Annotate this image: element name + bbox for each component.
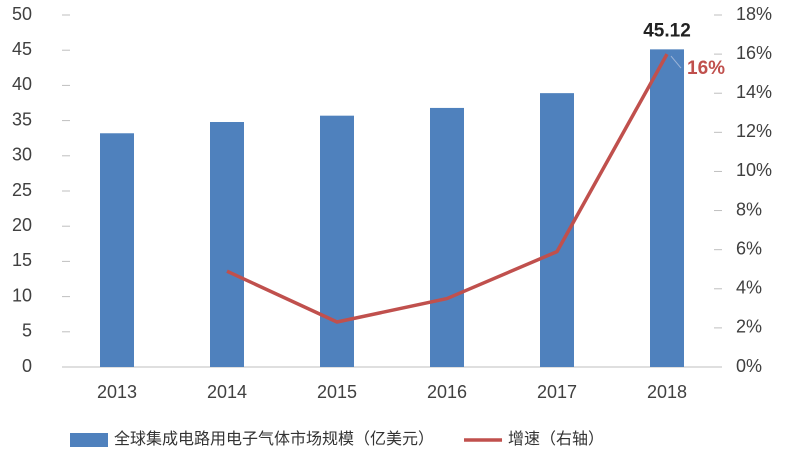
y-tick-label: 5 [22, 321, 32, 341]
y-tick-label: 0 [22, 356, 32, 376]
y2-tick-label: 18% [736, 4, 772, 24]
y-tick-label: 25 [12, 180, 32, 200]
y-tick-label: 40 [12, 74, 32, 94]
x-tick-label: 2018 [647, 382, 687, 402]
legend-swatch [70, 433, 108, 447]
y-tick-label: 50 [12, 4, 32, 24]
x-tick-label: 2017 [537, 382, 577, 402]
y2-tick-label: 4% [736, 278, 762, 298]
y2-tick-label: 12% [736, 121, 772, 141]
x-tick-label: 2014 [207, 382, 247, 402]
y-tick-label: 15 [12, 250, 32, 270]
y2-tick-label: 16% [736, 43, 772, 63]
y-tick-label: 20 [12, 215, 32, 235]
y2-tick-label: 10% [736, 160, 772, 180]
bar [320, 115, 354, 367]
y2-tick-label: 2% [736, 317, 762, 337]
y-tick-label: 10 [12, 285, 32, 305]
bar [210, 122, 244, 368]
legend-label: 全球集成电路用电子气体市场规模（亿美元） [114, 430, 434, 448]
line [226, 53, 669, 324]
x-tick-label: 2013 [97, 382, 137, 402]
y2-tick-label: 0% [736, 356, 762, 376]
y-tick-label: 45 [12, 39, 32, 59]
y2-tick-label: 14% [736, 82, 772, 102]
data-label: 16% [687, 58, 725, 79]
legend-label: 增速（右轴） [508, 430, 604, 448]
y2-tick-label: 6% [736, 238, 762, 258]
x-tick-label: 2015 [317, 382, 357, 402]
y2-tick-label: 8% [736, 199, 762, 219]
bar [430, 107, 464, 367]
y-tick-label: 35 [12, 109, 32, 129]
x-tick-label: 2016 [427, 382, 467, 402]
leader [670, 55, 682, 69]
bar [100, 133, 134, 367]
data-label: 45.12 [643, 20, 691, 41]
bar [650, 49, 684, 368]
y-tick-label: 30 [12, 145, 32, 165]
